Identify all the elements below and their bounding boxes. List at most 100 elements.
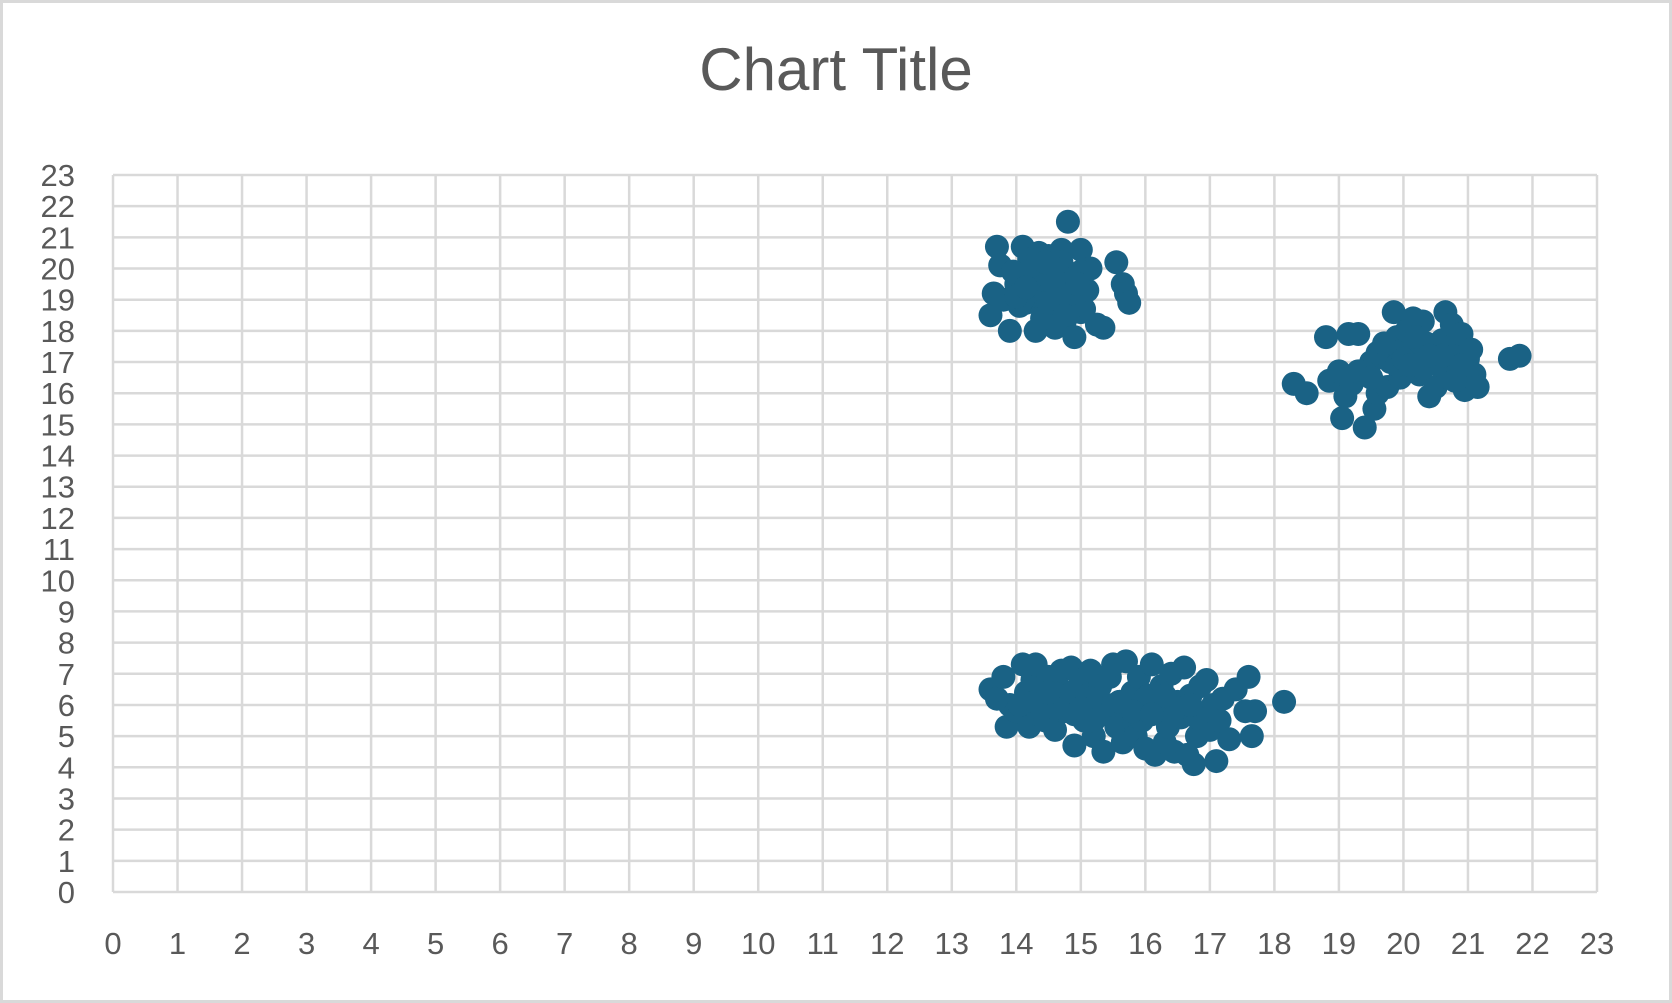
y-tick-label: 8 [58, 626, 75, 661]
data-point [1117, 290, 1142, 315]
data-point [1507, 343, 1532, 368]
y-tick-label: 7 [58, 657, 75, 692]
data-point [1139, 652, 1164, 677]
x-tick-label: 7 [556, 926, 573, 961]
x-tick-label: 17 [1193, 926, 1227, 961]
y-tick-label: 1 [58, 844, 75, 879]
data-points [978, 209, 1532, 777]
data-point [1207, 708, 1232, 733]
data-point [1107, 689, 1132, 714]
data-point [1172, 655, 1197, 680]
data-point [1091, 315, 1116, 340]
y-tick-label: 15 [41, 407, 75, 442]
data-point [1181, 752, 1206, 777]
y-tick-label: 3 [58, 781, 75, 816]
data-point [1465, 374, 1490, 399]
data-point [1062, 733, 1087, 758]
x-tick-label: 20 [1386, 926, 1420, 961]
y-tick-label: 20 [41, 252, 75, 287]
x-tick-label: 8 [621, 926, 638, 961]
x-tick-label: 3 [298, 926, 315, 961]
data-point [1068, 696, 1093, 721]
x-tick-label: 13 [935, 926, 969, 961]
y-tick-label: 17 [41, 345, 75, 380]
data-point [1381, 300, 1406, 325]
data-point [1013, 275, 1038, 300]
x-tick-label: 2 [233, 926, 250, 961]
y-tick-label: 6 [58, 688, 75, 723]
y-tick-label: 22 [41, 189, 75, 224]
x-tick-label: 11 [807, 926, 839, 961]
data-point [1314, 325, 1339, 350]
y-tick-label: 23 [41, 158, 75, 193]
x-tick-label: 12 [870, 926, 904, 961]
data-point [1178, 692, 1203, 717]
data-point [1091, 739, 1116, 764]
chart-title: Chart Title [699, 36, 973, 103]
x-tick-label: 9 [685, 926, 702, 961]
x-tick-label: 22 [1515, 926, 1549, 961]
y-tick-label: 13 [41, 470, 75, 505]
data-point [1033, 250, 1058, 275]
data-point [1204, 749, 1229, 774]
y-tick-label: 19 [41, 283, 75, 318]
y-tick-label: 21 [41, 220, 75, 255]
data-point [1404, 325, 1429, 350]
data-point [1359, 365, 1384, 390]
data-point [1346, 321, 1371, 346]
data-point [1330, 406, 1355, 431]
y-tick-label: 5 [58, 719, 75, 754]
x-tick-label: 23 [1580, 926, 1614, 961]
x-tick-label: 15 [1064, 926, 1098, 961]
x-tick-label: 5 [427, 926, 444, 961]
data-point [1036, 680, 1061, 705]
data-point [1272, 689, 1297, 714]
y-tick-label: 9 [58, 594, 75, 629]
data-point [1217, 727, 1242, 752]
y-tick-label: 11 [43, 532, 75, 567]
data-point [1043, 717, 1068, 742]
data-point [1417, 343, 1442, 368]
y-tick-label: 16 [41, 376, 75, 411]
data-point [1068, 237, 1093, 262]
y-tick-label: 4 [58, 750, 75, 785]
data-point [1449, 353, 1474, 378]
x-tick-label: 1 [169, 926, 186, 961]
data-point [1152, 683, 1177, 708]
data-point [1039, 268, 1064, 293]
x-tick-label: 16 [1128, 926, 1162, 961]
data-point [1065, 272, 1090, 297]
y-tick-label: 0 [58, 875, 75, 910]
data-point [1055, 209, 1080, 234]
data-point [1194, 668, 1219, 693]
x-axis-tick-labels: 0 1 2 3 4 5 6 7 8 9 10 11 12 13 14 15 16 17 18 19 20 21 22 23 [104, 926, 1614, 961]
y-tick-label: 10 [41, 563, 75, 598]
y-tick-label: 2 [58, 813, 75, 848]
y-tick-label: 12 [41, 501, 75, 536]
data-point [1104, 250, 1129, 275]
grid-lines [111, 173, 1599, 894]
x-tick-label: 10 [741, 926, 775, 961]
data-point [1052, 303, 1077, 328]
data-point [1397, 353, 1422, 378]
data-point [1236, 664, 1261, 689]
data-point [1239, 724, 1264, 749]
data-point [1243, 699, 1268, 724]
data-point [1294, 381, 1319, 406]
x-tick-label: 4 [362, 926, 379, 961]
x-tick-label: 19 [1322, 926, 1356, 961]
data-point [1139, 702, 1164, 727]
y-tick-label: 14 [41, 439, 75, 474]
data-point [1372, 331, 1397, 356]
x-tick-label: 0 [104, 926, 121, 961]
x-tick-label: 6 [492, 926, 509, 961]
data-point [997, 318, 1022, 343]
x-tick-label: 21 [1451, 926, 1485, 961]
x-tick-label: 18 [1257, 926, 1291, 961]
data-point [1062, 325, 1087, 350]
data-point [1352, 415, 1377, 440]
data-point [991, 664, 1016, 689]
